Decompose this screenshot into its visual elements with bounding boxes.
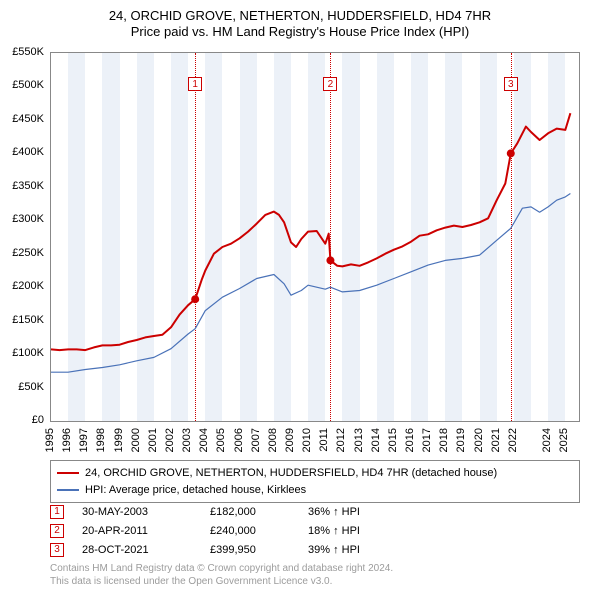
x-tick-label: 2013 (353, 428, 365, 452)
series-property-dot (191, 295, 199, 303)
event-price: £182,000 (210, 506, 290, 518)
chart-title-line-1: 24, ORCHID GROVE, NETHERTON, HUDDERSFIEL… (0, 8, 600, 24)
x-tick-label: 2004 (198, 428, 210, 452)
y-axis: £0£50K£100K£150K£200K£250K£300K£350K£400… (0, 52, 48, 422)
series-property (51, 113, 570, 350)
series-property-dot (326, 256, 334, 264)
x-tick-label: 2006 (233, 428, 245, 452)
x-tick-label: 2024 (541, 428, 553, 452)
x-tick-label: 2003 (181, 428, 193, 452)
legend-label-1: HPI: Average price, detached house, Kirk… (85, 482, 306, 499)
credit-line-1: Contains HM Land Registry data © Crown c… (50, 563, 580, 576)
y-tick-label: £450K (12, 113, 44, 125)
event-row: 1 30-MAY-2003 £182,000 36% ↑ HPI (50, 502, 580, 521)
x-tick-label: 2025 (558, 428, 570, 452)
series-property-dot (507, 149, 515, 157)
legend-swatch-1 (57, 489, 79, 491)
event-pct: 36% ↑ HPI (308, 506, 360, 518)
series-hpi (51, 194, 570, 373)
event-num: 3 (50, 543, 64, 557)
x-tick-label: 2019 (455, 428, 467, 452)
y-tick-label: £200K (12, 280, 44, 292)
event-num: 2 (50, 524, 64, 538)
x-tick-label: 2008 (267, 428, 279, 452)
y-tick-label: £300K (12, 213, 44, 225)
x-tick-label: 2017 (421, 428, 433, 452)
x-tick-label: 1996 (61, 428, 73, 452)
plot-svg (51, 53, 579, 421)
x-tick-label: 2022 (507, 428, 519, 452)
y-tick-label: £250K (12, 247, 44, 259)
x-tick-label: 1997 (78, 428, 90, 452)
y-tick-label: £350K (12, 180, 44, 192)
y-tick-label: £550K (12, 46, 44, 58)
event-price: £399,950 (210, 544, 290, 556)
x-tick-label: 2011 (318, 428, 330, 452)
x-tick-label: 2018 (438, 428, 450, 452)
y-tick-label: £500K (12, 79, 44, 91)
x-tick-label: 2015 (387, 428, 399, 452)
x-tick-label: 2001 (147, 428, 159, 452)
x-tick-label: 2014 (370, 428, 382, 452)
x-tick-label: 1999 (113, 428, 125, 452)
x-tick-label: 2012 (335, 428, 347, 452)
chart-title-block: 24, ORCHID GROVE, NETHERTON, HUDDERSFIEL… (0, 0, 600, 41)
y-tick-label: £150K (12, 314, 44, 326)
x-tick-label: 2007 (250, 428, 262, 452)
chart-title-line-2: Price paid vs. HM Land Registry's House … (0, 24, 600, 40)
x-tick-label: 1998 (95, 428, 107, 452)
x-tick-label: 2002 (164, 428, 176, 452)
event-price: £240,000 (210, 525, 290, 537)
credit-text: Contains HM Land Registry data © Crown c… (50, 563, 580, 588)
plot-area: 123 (50, 52, 580, 422)
event-num: 1 (50, 505, 64, 519)
x-tick-label: 2020 (473, 428, 485, 452)
legend-row-0: 24, ORCHID GROVE, NETHERTON, HUDDERSFIEL… (57, 465, 573, 482)
legend-swatch-0 (57, 472, 79, 474)
x-tick-label: 2009 (284, 428, 296, 452)
events-table: 1 30-MAY-2003 £182,000 36% ↑ HPI 2 20-APR-201… (50, 502, 580, 559)
event-row: 3 28-OCT-2021 £399,950 39% ↑ HPI (50, 540, 580, 559)
credit-line-2: This data is licensed under the Open Gov… (50, 576, 580, 589)
x-tick-label: 2010 (301, 428, 313, 452)
event-date: 30-MAY-2003 (82, 506, 192, 518)
legend-row-1: HPI: Average price, detached house, Kirk… (57, 482, 573, 499)
x-tick-label: 2005 (215, 428, 227, 452)
y-tick-label: £0 (32, 414, 44, 426)
event-date: 28-OCT-2021 (82, 544, 192, 556)
x-tick-label: 2021 (490, 428, 502, 452)
event-pct: 39% ↑ HPI (308, 544, 360, 556)
x-tick-label: 1995 (44, 428, 56, 452)
y-tick-label: £100K (12, 347, 44, 359)
event-row: 2 20-APR-2011 £240,000 18% ↑ HPI (50, 521, 580, 540)
x-tick-label: 2016 (404, 428, 416, 452)
event-date: 20-APR-2011 (82, 525, 192, 537)
legend: 24, ORCHID GROVE, NETHERTON, HUDDERSFIEL… (50, 460, 580, 503)
x-tick-label: 2000 (130, 428, 142, 452)
chart-container: 24, ORCHID GROVE, NETHERTON, HUDDERSFIEL… (0, 0, 600, 590)
y-tick-label: £50K (18, 381, 44, 393)
legend-label-0: 24, ORCHID GROVE, NETHERTON, HUDDERSFIEL… (85, 465, 497, 482)
y-tick-label: £400K (12, 146, 44, 158)
event-pct: 18% ↑ HPI (308, 525, 360, 537)
